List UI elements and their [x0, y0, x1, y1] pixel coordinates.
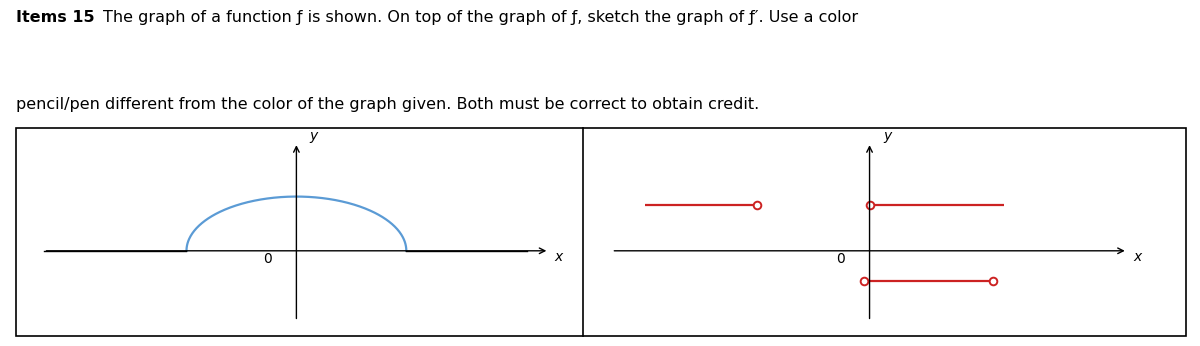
Text: y: y	[883, 129, 892, 143]
Text: 0: 0	[836, 252, 845, 266]
Text: Items 15: Items 15	[16, 10, 95, 25]
Text: 0: 0	[264, 252, 272, 266]
Text: x: x	[554, 249, 563, 264]
Text: x: x	[1133, 249, 1141, 264]
Text: pencil/pen different from the color of the graph given. Both must be correct to : pencil/pen different from the color of t…	[16, 97, 758, 112]
Text: y: y	[310, 129, 318, 143]
Text: The graph of a function ƒ is shown. On top of the graph of ƒ, sketch the graph o: The graph of a function ƒ is shown. On t…	[103, 10, 858, 25]
